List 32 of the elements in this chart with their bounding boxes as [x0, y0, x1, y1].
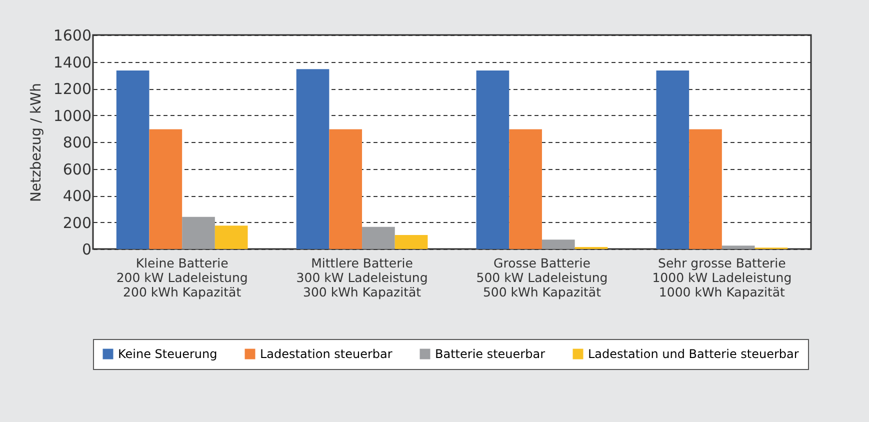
bar [509, 129, 542, 249]
x-tick-label: Grosse Batterie 500 kW Ladeleistung 500 kWh Kapazität [476, 256, 608, 300]
bar [329, 129, 362, 249]
y-tick-label: 1600 [53, 26, 92, 44]
legend-label: Keine Steuerung [118, 347, 218, 361]
bar [476, 70, 510, 249]
bar [362, 226, 395, 249]
y-tick-label: 0 [82, 240, 92, 258]
y-tick-label: 400 [62, 187, 92, 205]
x-tick-label: Mittlere Batterie 300 kW Ladeleistung 300 kWh Kapazität [296, 256, 428, 300]
y-tick-label: 600 [62, 160, 92, 178]
y-axis-title: Netzbezug / kWh [28, 83, 44, 202]
y-tick-label: 1400 [53, 53, 92, 72]
y-tick-label: 1200 [53, 80, 92, 98]
bar [542, 240, 575, 249]
bar [656, 70, 690, 249]
bar [116, 70, 150, 249]
y-tick-label: 1000 [53, 106, 92, 125]
bar [394, 234, 428, 249]
bar [149, 129, 182, 249]
bar [182, 216, 215, 249]
legend-label: Ladestation und Batterie steuerbar [588, 347, 799, 361]
bar [214, 226, 248, 249]
x-tick-label: Kleine Batterie 200 kW Ladeleistung 200 kWh Kapazität [116, 256, 248, 300]
bar [689, 129, 722, 249]
x-tick-label: Sehr grosse Batterie 1000 kW Ladeleistung 1000 kWh Kapazität [652, 256, 792, 300]
bar [722, 246, 755, 249]
legend-label: Batterie steuerbar [435, 347, 546, 361]
y-tick-label: 800 [62, 134, 92, 152]
legend-label: Ladestation steuerbar [260, 347, 392, 361]
y-tick-label: 200 [62, 214, 92, 232]
bar [296, 69, 330, 249]
